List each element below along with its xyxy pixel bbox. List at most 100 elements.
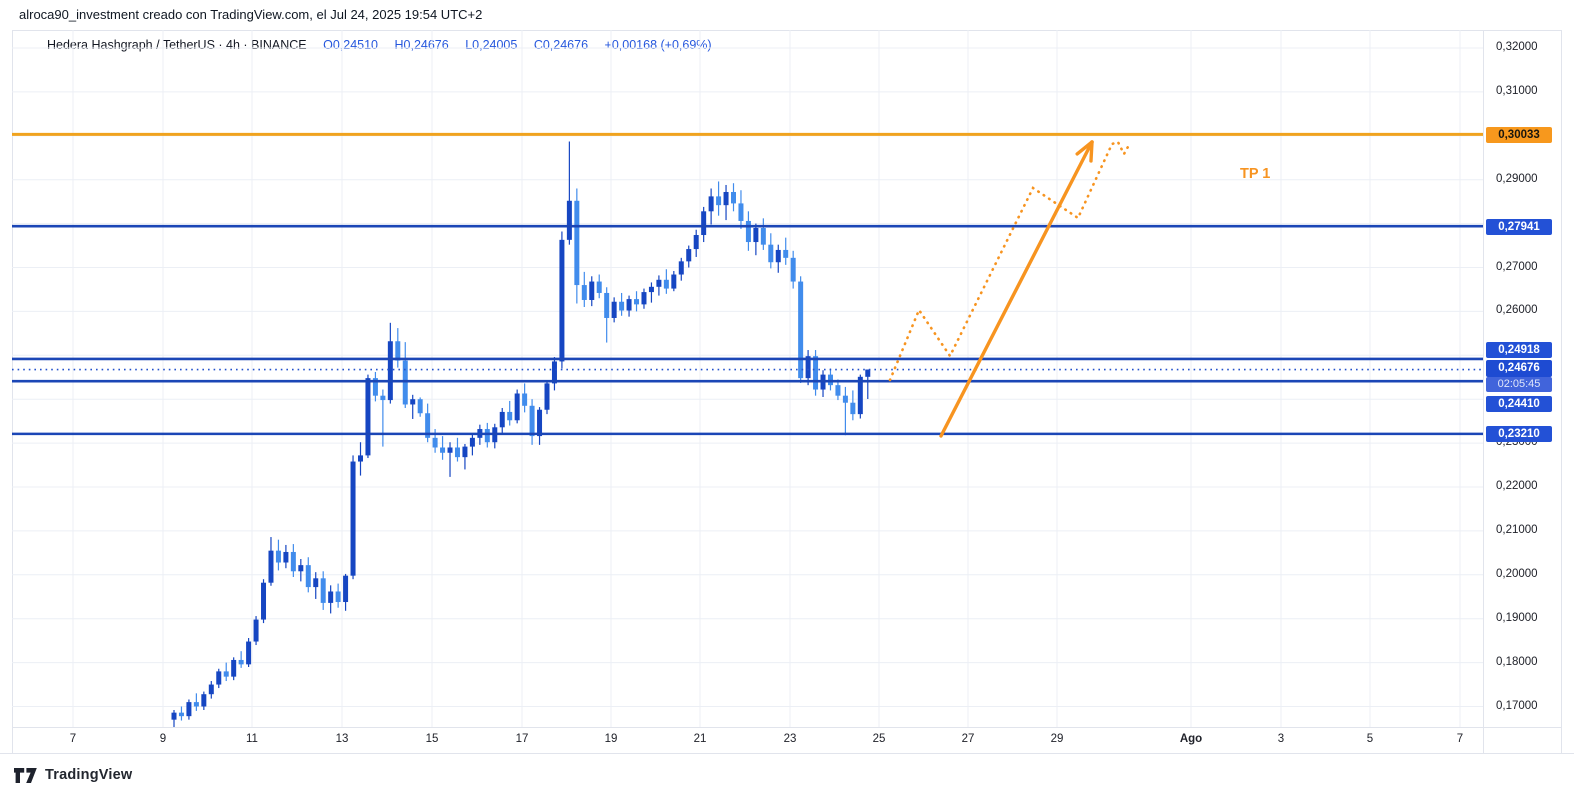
- candle: [425, 403, 431, 443]
- candle: [298, 558, 304, 582]
- candle: [753, 223, 759, 256]
- candle: [201, 691, 207, 711]
- dotted-zigzag-path[interactable]: [888, 140, 1131, 382]
- candle: [656, 275, 662, 296]
- candle: [171, 710, 177, 727]
- gridlines: [12, 30, 1483, 727]
- candle: [261, 579, 267, 624]
- candle: [522, 383, 528, 413]
- candle: [469, 433, 475, 456]
- candle: [350, 455, 356, 580]
- candle: [596, 274, 602, 299]
- candle: [544, 380, 550, 415]
- x-axis-tick-11: 11: [246, 733, 258, 745]
- level-price-label-0,24918[interactable]: 0,24918: [1486, 342, 1552, 358]
- level-price-label-0,27941[interactable]: 0,27941: [1486, 219, 1552, 235]
- candle: [775, 244, 781, 273]
- candle: [484, 422, 490, 448]
- y-axis-tick-0,20000: 0,20000: [1496, 567, 1538, 580]
- candle: [686, 245, 692, 268]
- x-axis-tick-7: 7: [69, 733, 77, 745]
- x-axis-tick-13: 13: [335, 733, 349, 745]
- y-axis-tick-0,27000: 0,27000: [1496, 260, 1538, 273]
- candle: [842, 386, 848, 436]
- tradingview-logo-icon: [14, 767, 37, 783]
- x-axis-tick-9: 9: [159, 733, 167, 745]
- y-axis-tick-0,29000: 0,29000: [1496, 172, 1538, 185]
- candle: [723, 184, 729, 221]
- candle: [634, 291, 640, 312]
- time-axis[interactable]: 7 9 11 13 15 17 19 21 23 25 27 29 Ago 3 5 7: [0, 728, 1483, 753]
- candle: [365, 374, 371, 459]
- level-price-label-0,24410[interactable]: 0,24410: [1486, 396, 1552, 412]
- candle: [693, 229, 699, 257]
- candle: [208, 681, 214, 699]
- tradingview-logo-text: TradingView: [45, 767, 133, 783]
- candle: [305, 557, 311, 593]
- x-axis-tick-23: 23: [783, 733, 797, 745]
- candle: [813, 350, 819, 396]
- candle: [514, 389, 520, 424]
- x-axis-tick-21: 21: [693, 733, 707, 745]
- candle: [380, 389, 386, 447]
- candle: [358, 442, 363, 476]
- x-axis-tick-15: 15: [425, 733, 439, 745]
- candle: [372, 371, 378, 402]
- x-axis-tick-29: 29: [1050, 733, 1064, 745]
- trend-arrow-head: [1089, 140, 1094, 163]
- candle: [671, 271, 677, 292]
- candle: [648, 282, 654, 303]
- candle: [178, 706, 184, 721]
- level-price-label-0,23210[interactable]: 0,23210: [1486, 426, 1552, 442]
- candle: [760, 218, 766, 250]
- candle: [551, 357, 557, 391]
- candle: [283, 544, 289, 569]
- candle: [186, 699, 192, 720]
- time-axis-separator: [12, 727, 1562, 728]
- level-price-label-0,30033[interactable]: 0,30033: [1486, 127, 1552, 143]
- tradingview-attribution[interactable]: TradingView: [13, 763, 132, 787]
- candle: [619, 292, 625, 316]
- candle: [454, 437, 460, 462]
- candle: [701, 206, 707, 243]
- projection-drawing[interactable]: [888, 140, 1131, 438]
- candle: [581, 271, 587, 308]
- y-axis-tick-0,22000: 0,22000: [1496, 480, 1538, 492]
- price-axis[interactable]: 0,32000 0,31000 0,29000 0,27000 0,26000 0,230…: [1484, 30, 1574, 753]
- x-axis-tick-17: 17: [515, 733, 529, 745]
- candle: [783, 237, 789, 265]
- candle: [835, 379, 841, 401]
- tp1-drawing-label[interactable]: TP 1: [1240, 166, 1271, 182]
- candle: [574, 188, 580, 304]
- candle: [417, 397, 423, 417]
- candle: [335, 583, 341, 608]
- candle: [246, 638, 252, 667]
- candle: [529, 399, 535, 445]
- x-axis-tick-5: 5: [1366, 733, 1374, 745]
- candle: [731, 183, 736, 212]
- candle: [447, 442, 453, 477]
- candle: [708, 188, 714, 225]
- candle: [231, 657, 237, 681]
- trend-arrow-shaft[interactable]: [939, 140, 1094, 438]
- candle: [492, 423, 498, 449]
- price-axis-separator: [1483, 30, 1484, 753]
- candle: [820, 370, 826, 398]
- candle: [410, 394, 416, 419]
- current-price-label[interactable]: 0,24676: [1486, 360, 1552, 377]
- y-axis-tick-0,18000: 0,18000: [1496, 655, 1538, 668]
- candle: [738, 190, 744, 229]
- candle: [798, 276, 804, 383]
- candle: [499, 407, 505, 435]
- frame-right-border: [1561, 30, 1562, 753]
- candlestick-series: [171, 141, 871, 727]
- frame-top-border: [12, 30, 1562, 31]
- candle: [604, 287, 610, 343]
- y-axis-tick-0,17000: 0,17000: [1496, 699, 1538, 712]
- candle: [387, 322, 393, 404]
- candle: [193, 693, 199, 711]
- candle: [268, 537, 274, 586]
- candle: [745, 211, 751, 251]
